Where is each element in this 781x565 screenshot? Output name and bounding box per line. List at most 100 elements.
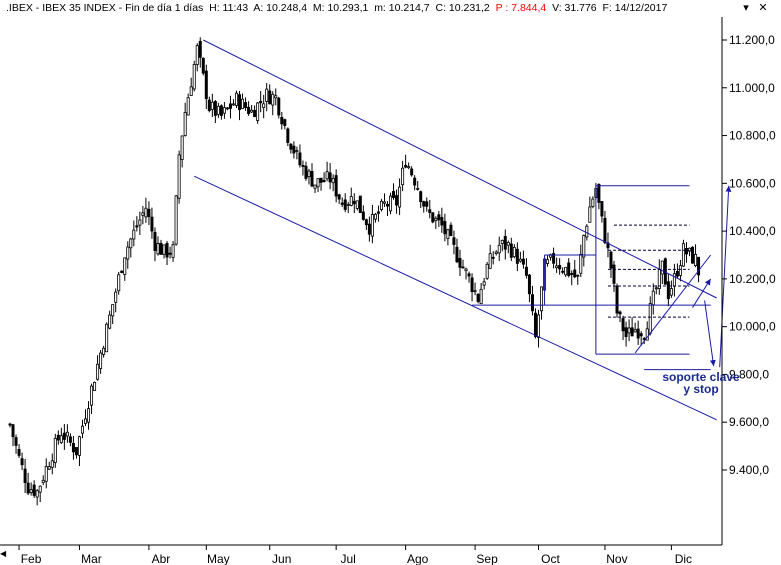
candle-body [219,105,223,116]
candle-body [74,447,78,456]
projection-arrow [719,185,732,368]
candle-body [446,229,450,239]
period: Fin de día 1 días [125,2,204,14]
candle-body [573,269,577,278]
candle-body [561,270,565,273]
candle-body [268,90,272,105]
candle-body [385,203,389,207]
candle-body [334,175,338,197]
candle-body [53,438,57,463]
annotation-soporte-clave: soporte clave [662,370,740,384]
candle-body [108,314,112,329]
candle-body [591,198,595,207]
candle-body [241,98,245,109]
candle-body [621,318,625,332]
candle-body [129,238,133,249]
candle-body [99,352,103,369]
candle-body [645,328,649,341]
candle-body [361,211,365,220]
candle-body [425,201,429,207]
candle-body [307,170,311,177]
candle-body [419,191,423,203]
scroll-left-arrow-icon[interactable]: ◀ [0,549,7,558]
candle-body [521,258,525,265]
candle-body [262,103,266,108]
candle-body [222,107,226,114]
candle-body [77,436,81,456]
candle-body [694,254,698,267]
candle-body [123,257,127,275]
candle-body [277,97,281,116]
candle-body [168,252,172,255]
candle-body [316,178,320,188]
x-axis: Feb Mar Abr May Jun Jul Ago Sep Oct Nov Dic [0,544,722,565]
candle-body [533,312,537,337]
candle-body [624,327,628,337]
candle-body [65,431,69,437]
candle-body [274,95,278,99]
canal-superior [203,39,717,299]
candle-body [111,304,115,317]
candle-body [295,150,299,152]
y-axis: 9.400,0 9.600,0 9.800,0 10.000,0 10.200,0 10.… [721,17,776,545]
candle-body [382,201,386,204]
candle-body [413,177,417,186]
x-tick-label: Jul [340,552,355,565]
candle-body [440,217,444,226]
candle-body [509,243,513,258]
candle-body [234,92,238,106]
candle-body [455,246,459,263]
candle-body [518,258,522,262]
candle-body [201,57,205,74]
candle-body [96,363,100,380]
close-icon[interactable]: ✕ [758,2,768,14]
candle-body [35,490,39,498]
candle-body [630,327,634,337]
trendlines-layer [194,39,732,421]
candle-body [265,88,269,102]
candle-body [84,418,88,424]
candle-body [697,256,701,276]
candle-body [407,166,411,169]
candle-body [666,281,670,300]
candle-body [497,244,501,254]
candle-body [313,184,317,189]
candle-body [105,323,109,353]
candle-body [50,460,54,468]
y-tick-label: 9.600,0 [729,415,769,429]
candle-body [564,266,568,276]
candle-body [681,243,685,267]
candle-body [280,116,284,125]
candle-body [195,45,199,65]
candle-body [159,242,163,255]
candle-body [216,105,220,115]
candle-body [512,246,516,258]
candle-body [256,102,260,121]
candle-body [114,291,118,303]
candle-body [482,281,486,286]
y-tick-label: 10.200,0 [729,272,776,286]
candle-body [370,214,374,237]
candle-body [600,201,604,217]
candle-body [473,290,477,293]
candle-body [102,347,106,355]
candle-body [352,200,356,205]
candle-body [250,109,254,113]
candle-body [328,172,332,183]
candle-body [71,442,75,453]
header-info: .IBEX - IBEX 35 INDEX - Fin de día 1 día… [6,2,668,14]
x-tick-label: Sep [476,552,498,565]
candle-body [379,200,383,210]
candle-body [636,328,640,339]
minimize-icon[interactable]: ▾ [743,2,749,14]
candle-body [349,196,353,206]
candle-body [132,229,136,240]
candle-body [642,338,646,340]
candle-body [62,432,66,440]
x-tick-label: Jun [272,552,291,565]
candle-body [627,327,631,334]
candle-body [26,482,30,494]
candle-body [153,231,157,251]
